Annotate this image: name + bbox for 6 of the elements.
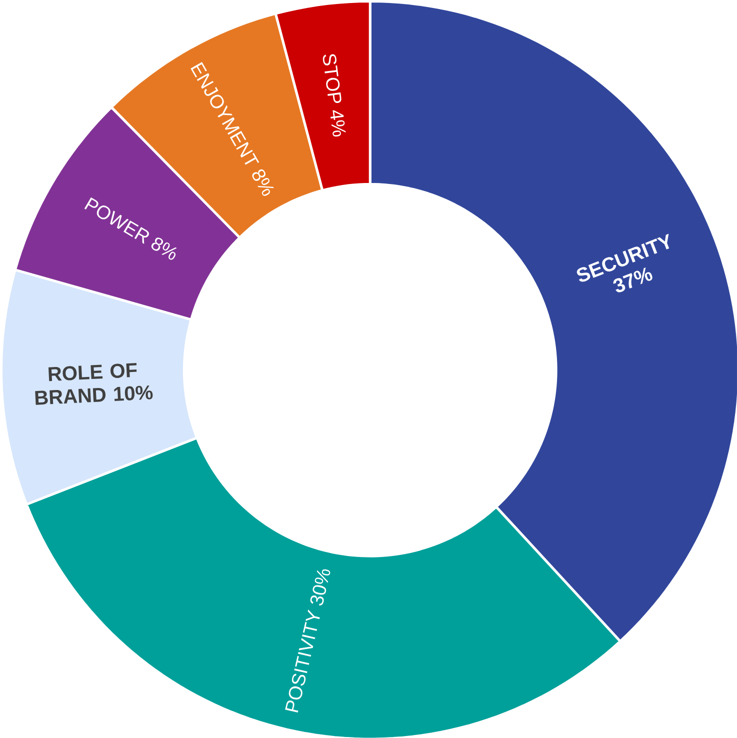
data-label: 8%	[151, 238, 177, 260]
slice-label: STOP	[322, 54, 342, 104]
data-label: 4%	[330, 110, 346, 137]
data-label: 8%	[252, 169, 274, 196]
data-label: 30%	[310, 569, 330, 606]
data-label: 10%	[114, 385, 153, 401]
